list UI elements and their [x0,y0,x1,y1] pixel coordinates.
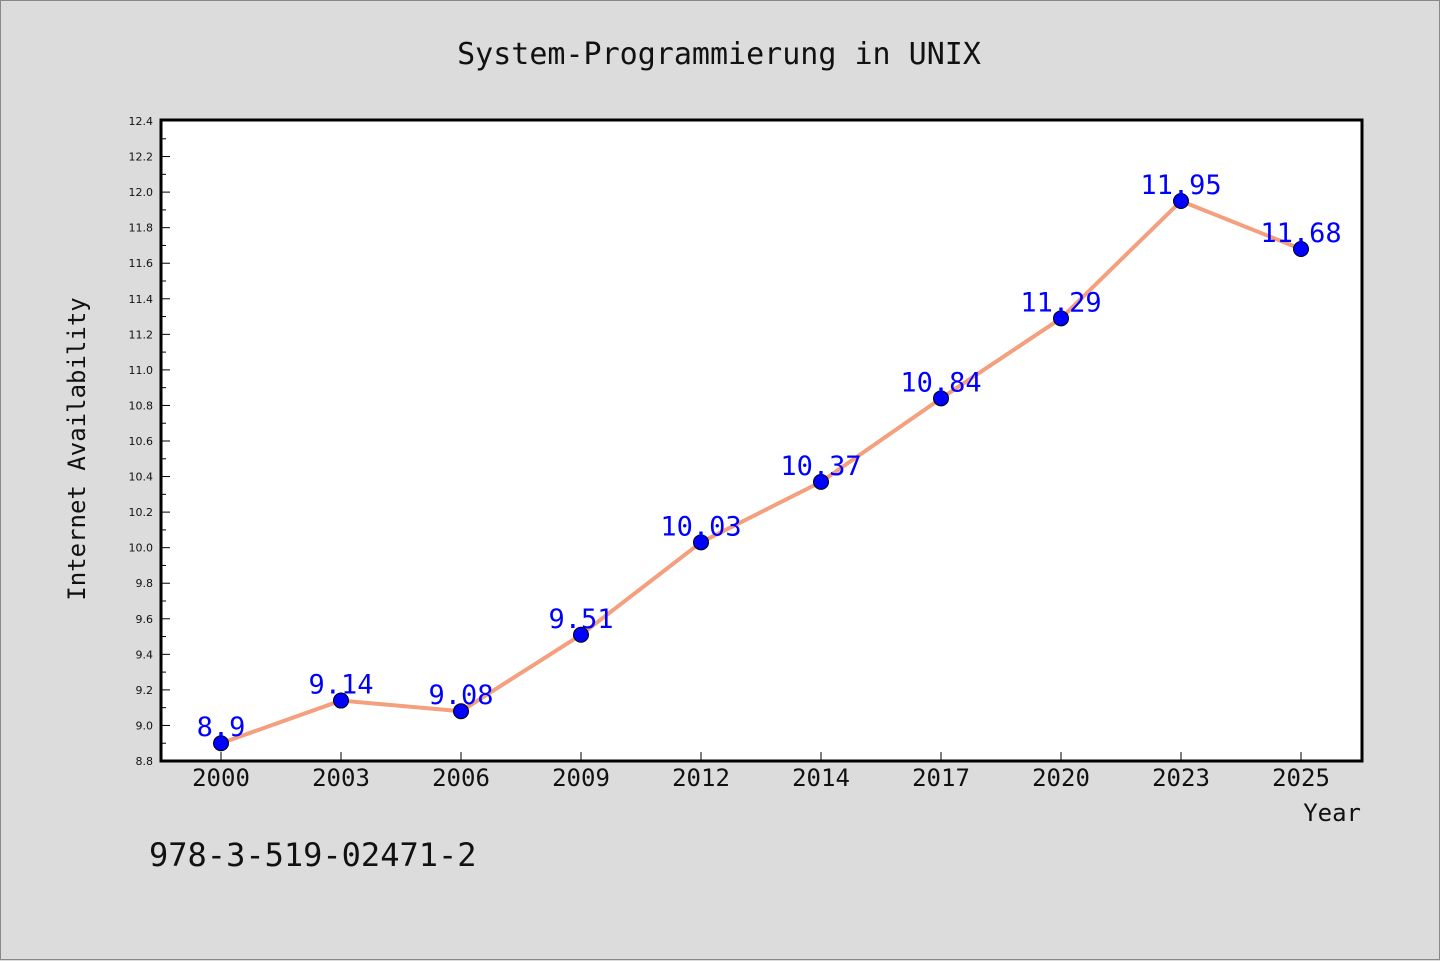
data-point [1053,310,1069,327]
x-tick-label: 2006 [432,764,490,792]
data-label: 9.08 [428,680,493,711]
y-tick-label: 11.2 [129,328,154,341]
y-tick-label: 12.0 [129,186,154,199]
y-tick-label: 12.2 [129,151,154,164]
data-labels: 8.9 9.14 9.08 9.51 10.03 10.37 10.84 11.29 11.95… [197,170,1342,743]
y-tick-label: 10.8 [129,399,154,412]
x-tick-label: 2020 [1032,764,1090,792]
data-label: 11.29 [1020,287,1101,318]
x-tick-label: 2014 [792,764,850,792]
x-tick-label: 2025 [1272,764,1330,792]
x-tick-label: 2003 [312,764,370,792]
y-axis-label: Internet Availability [63,297,91,600]
x-axis-label: Year [1303,799,1361,827]
x-tick-label: 2009 [552,764,610,792]
y-tick-label: 9.6 [136,613,154,626]
data-point [813,473,829,490]
y-tick-label: 10.6 [129,435,154,448]
x-tick-label: 2012 [672,764,730,792]
y-axis: 8.8 9.0 9.2 9.4 9.6 9.8 10.0 10.2 10.4 10.6 10.8 11… [129,115,170,768]
y-tick-label: 11.4 [129,293,154,306]
y-tick-label: 9.0 [136,719,154,732]
y-tick-label: 9.2 [136,684,154,697]
data-label: 11.95 [1140,170,1221,201]
data-point [1173,193,1189,209]
chart-title: System-Programmierung in UNIX [457,37,981,72]
y-tick-label: 9.4 [136,648,154,661]
y-tick-label: 8.8 [136,755,154,768]
y-tick-label: 10.2 [129,506,154,519]
data-label: 9.51 [548,604,613,635]
data-point [333,692,349,709]
series-line [220,199,1302,746]
y-tick-label: 9.8 [136,577,154,590]
plot-area [159,118,1364,763]
x-tick-label: 2017 [912,764,970,792]
data-label: 9.14 [308,670,373,701]
data-point [213,735,229,752]
series-group [213,193,1309,752]
data-point [573,626,589,643]
y-tick-label: 10.0 [129,542,154,555]
y-tick-label: 11.6 [129,257,154,270]
data-label: 8.9 [197,712,246,743]
data-point [453,703,469,720]
data-point [933,390,949,407]
data-point [693,534,709,551]
y-tick-label: 11.8 [129,222,154,235]
data-point [1293,241,1309,257]
data-label: 10.84 [900,367,981,398]
x-tick-label: 2023 [1152,764,1210,792]
isbn-footer: 978-3-519-02471-2 [149,836,477,874]
data-label: 10.03 [660,511,741,542]
x-tick-label: 2000 [192,764,250,792]
data-label: 10.37 [780,451,861,482]
y-tick-label: 10.4 [129,471,154,484]
y-tick-label: 11.0 [129,364,154,377]
data-label: 11.68 [1260,218,1341,249]
x-axis: 2000 2003 2006 2009 2012 2014 2017 2020 2023 2025 [192,752,1330,792]
y-tick-label: 12.4 [129,115,154,128]
